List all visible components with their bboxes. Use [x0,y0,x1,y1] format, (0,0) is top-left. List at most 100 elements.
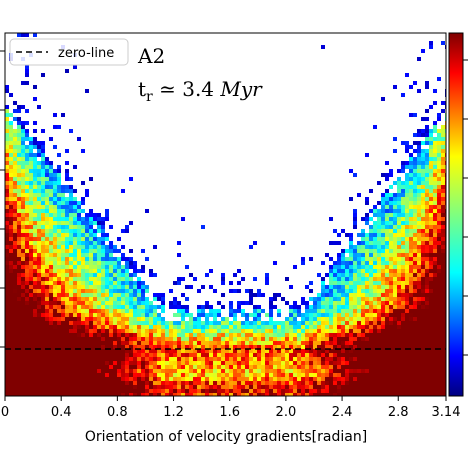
heatmap-cell [369,349,373,353]
heatmap-cell [21,329,25,333]
heatmap-cell [73,309,77,313]
heatmap-cell [389,361,393,365]
heatmap-cell [133,305,137,309]
heatmap-cell [249,393,253,396]
heatmap-cell [413,225,417,229]
heatmap-cell [117,369,121,373]
heatmap-cell [177,353,181,357]
heatmap-cell [57,305,61,309]
heatmap-cell [45,381,49,385]
heatmap-cell [389,357,393,361]
heatmap-cell [385,313,389,317]
heatmap-cell [129,393,133,396]
heatmap-cell [77,225,81,229]
heatmap-cell [365,257,369,261]
heatmap-cell [413,149,417,153]
heatmap-cell [353,333,357,337]
heatmap-cell [285,349,289,353]
heatmap-cell [65,273,69,277]
heatmap-cell [9,245,13,249]
heatmap-cell [49,341,53,345]
heatmap-cell [217,349,221,353]
heatmap-cell [69,281,73,285]
heatmap-cell [73,313,77,317]
heatmap-cell [417,269,421,273]
heatmap-cell [41,289,45,293]
heatmap-cell [41,377,45,381]
heatmap-cell [209,305,213,309]
heatmap-cell [65,293,69,297]
heatmap-cell [9,137,13,141]
heatmap-cell [413,213,417,217]
heatmap-cell [25,309,29,313]
heatmap-cell [365,345,369,349]
heatmap-cell [437,393,441,396]
heatmap-cell [117,249,121,253]
heatmap-cell [405,349,409,353]
heatmap-cell [45,157,49,161]
heatmap-cell [77,389,81,393]
heatmap-cell [429,141,433,145]
heatmap-cell [197,349,201,353]
heatmap-cell [341,249,345,253]
heatmap-cell [285,353,289,357]
heatmap-cell [89,317,93,321]
heatmap-cell [97,393,101,396]
heatmap-cell [377,381,381,385]
heatmap-cell [41,393,45,396]
heatmap-cell [409,197,413,201]
heatmap-cell [45,193,49,197]
heatmap-cell [297,309,301,313]
heatmap-cell [253,293,257,297]
heatmap-cell [373,333,377,337]
heatmap-cell [361,301,365,305]
heatmap-cell [133,273,137,277]
heatmap-cell [177,381,181,385]
heatmap-cell [421,369,425,373]
heatmap-cell [81,241,85,245]
heatmap-cell [413,161,417,165]
heatmap-cell [433,353,437,357]
heatmap-cell [73,253,77,257]
heatmap-cell [397,345,401,349]
heatmap-cell [217,357,221,361]
heatmap-cell [93,381,97,385]
heatmap-cell [429,377,433,381]
heatmap-cell [373,245,377,249]
heatmap-cell [225,365,229,369]
heatmap-cell [329,365,333,369]
heatmap-cell [121,313,125,317]
heatmap-cell [129,257,133,261]
heatmap-cell [21,297,25,301]
heatmap-cell [149,393,153,396]
heatmap-cell [109,289,113,293]
heatmap-cell [277,309,281,313]
heatmap-cell [413,305,417,309]
heatmap-cell [101,301,105,305]
heatmap-cell [293,353,297,357]
heatmap-cell [417,361,421,365]
heatmap-cell [97,241,101,245]
heatmap-cell [65,365,69,369]
heatmap-cell [57,201,61,205]
heatmap-cell [377,393,381,396]
heatmap-cell [425,173,429,177]
heatmap-cell [301,369,305,373]
heatmap-cell [145,317,149,321]
heatmap-cell [365,281,369,285]
heatmap-cell [381,309,385,313]
heatmap-cell [25,361,29,365]
heatmap-cell [101,273,105,277]
heatmap-cell [121,329,125,333]
heatmap-cell [237,301,241,305]
heatmap-cell [113,353,117,357]
heatmap-cell [209,333,213,337]
heatmap-cell [37,249,41,253]
heatmap-cell [365,333,369,337]
heatmap-cell [193,385,197,389]
heatmap-cell [13,321,17,325]
heatmap-cell [17,309,21,313]
heatmap-cell [41,345,45,349]
heatmap-cell [409,249,413,253]
heatmap-cell [9,253,13,257]
